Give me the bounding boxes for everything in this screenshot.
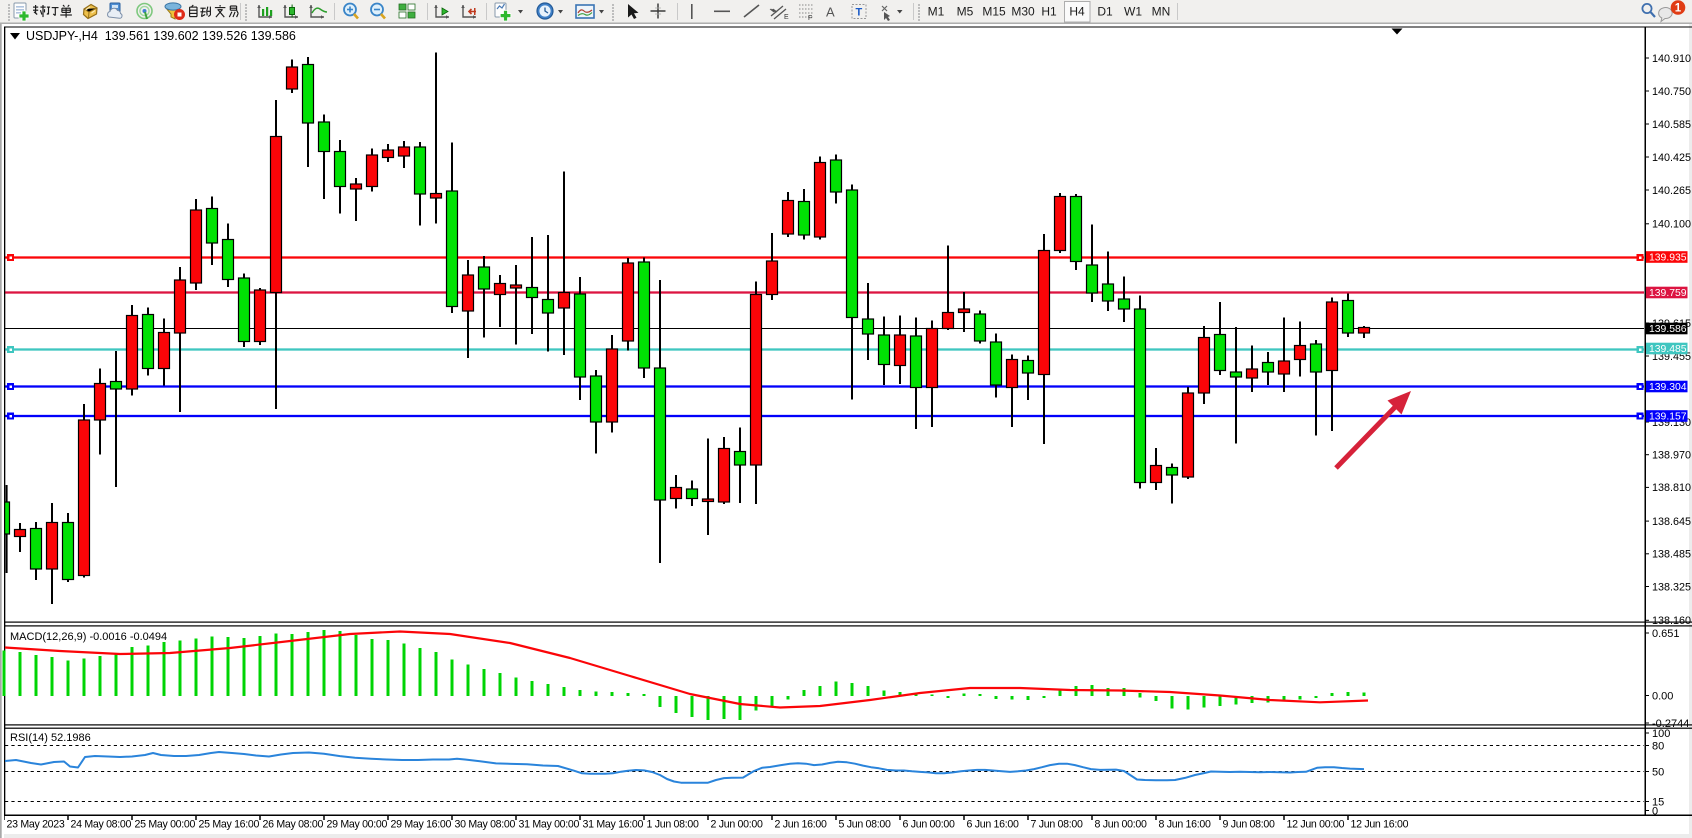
svg-text:24 May 08:00: 24 May 08:00 <box>71 819 132 831</box>
svg-text:0.651: 0.651 <box>1652 628 1680 640</box>
svg-text:6 Jun 00:00: 6 Jun 00:00 <box>903 819 955 831</box>
svg-text:139.304: 139.304 <box>1649 382 1687 393</box>
svg-text:100: 100 <box>1652 728 1670 740</box>
svg-text:2 Jun 16:00: 2 Jun 16:00 <box>775 819 827 831</box>
svg-text:9 Jun 08:00: 9 Jun 08:00 <box>1223 819 1275 831</box>
svg-text:M15: M15 <box>982 5 1006 19</box>
svg-text:80: 80 <box>1652 740 1664 752</box>
svg-text:50: 50 <box>1652 766 1664 778</box>
svg-text:139.157: 139.157 <box>1649 412 1687 423</box>
svg-text:138.160: 138.160 <box>1652 615 1691 627</box>
svg-text:7 Jun 08:00: 7 Jun 08:00 <box>1031 819 1083 831</box>
svg-text:8 Jun 00:00: 8 Jun 00:00 <box>1095 819 1147 831</box>
svg-text:M1: M1 <box>928 5 945 19</box>
svg-text:140.425: 140.425 <box>1652 152 1691 164</box>
svg-text:140.750: 140.750 <box>1652 86 1691 98</box>
svg-text:H4: H4 <box>1069 5 1085 19</box>
svg-text:MN: MN <box>1152 5 1171 19</box>
svg-text:29 May 16:00: 29 May 16:00 <box>391 819 452 831</box>
svg-text:12 Jun 00:00: 12 Jun 00:00 <box>1287 819 1345 831</box>
svg-text:A: A <box>826 5 835 20</box>
svg-text:1: 1 <box>1675 3 1682 15</box>
svg-text:-0.2744: -0.2744 <box>1652 718 1689 730</box>
svg-text:H1: H1 <box>1041 5 1057 19</box>
svg-text:E: E <box>784 14 789 21</box>
svg-text:0.00: 0.00 <box>1652 690 1673 702</box>
svg-text:8 Jun 16:00: 8 Jun 16:00 <box>1159 819 1211 831</box>
svg-text:T: T <box>856 7 863 19</box>
svg-text:12 Jun 16:00: 12 Jun 16:00 <box>1351 819 1409 831</box>
svg-text:RSI(14) 52.1986: RSI(14) 52.1986 <box>10 732 91 744</box>
svg-text:31 May 16:00: 31 May 16:00 <box>583 819 644 831</box>
svg-text:1 Jun 08:00: 1 Jun 08:00 <box>647 819 699 831</box>
svg-text:139.935: 139.935 <box>1649 253 1687 264</box>
svg-text:138.810: 138.810 <box>1652 482 1691 494</box>
svg-text:26 May 08:00: 26 May 08:00 <box>263 819 324 831</box>
svg-text:140.910: 140.910 <box>1652 53 1691 65</box>
svg-text:138.325: 138.325 <box>1652 581 1691 593</box>
svg-text:W1: W1 <box>1124 5 1142 19</box>
svg-text:138.645: 138.645 <box>1652 516 1691 528</box>
svg-text:25 May 16:00: 25 May 16:00 <box>199 819 260 831</box>
svg-text:F: F <box>808 15 812 22</box>
svg-text:139.759: 139.759 <box>1649 288 1687 299</box>
svg-text:23 May 2023: 23 May 2023 <box>7 819 65 831</box>
svg-text:M5: M5 <box>957 5 974 19</box>
svg-text:140.265: 140.265 <box>1652 185 1691 197</box>
svg-text:6 Jun 16:00: 6 Jun 16:00 <box>967 819 1019 831</box>
svg-text:29 May 00:00: 29 May 00:00 <box>327 819 388 831</box>
svg-text:139.485: 139.485 <box>1649 344 1687 355</box>
svg-text:MACD(12,26,9) -0.0016 -0.0494: MACD(12,26,9) -0.0016 -0.0494 <box>10 631 167 643</box>
svg-text:30 May 08:00: 30 May 08:00 <box>455 819 516 831</box>
svg-text:140.100: 140.100 <box>1652 219 1691 231</box>
svg-text:2 Jun 00:00: 2 Jun 00:00 <box>711 819 763 831</box>
svg-text:0: 0 <box>1652 805 1658 817</box>
svg-text:5 Jun 08:00: 5 Jun 08:00 <box>839 819 891 831</box>
svg-text:31 May 00:00: 31 May 00:00 <box>519 819 580 831</box>
svg-text:D1: D1 <box>1097 5 1113 19</box>
svg-text:USDJPY-,H4 139.561 139.602 13: USDJPY-,H4 139.561 139.602 139.526 139.5… <box>26 29 296 43</box>
svg-text:M30: M30 <box>1011 5 1035 19</box>
svg-text:139.586: 139.586 <box>1649 324 1687 335</box>
svg-text:138.970: 138.970 <box>1652 450 1691 462</box>
svg-text:138.485: 138.485 <box>1652 549 1691 561</box>
svg-text:140.585: 140.585 <box>1652 119 1691 131</box>
svg-text:15: 15 <box>1652 796 1664 808</box>
svg-text:25 May 00:00: 25 May 00:00 <box>135 819 196 831</box>
